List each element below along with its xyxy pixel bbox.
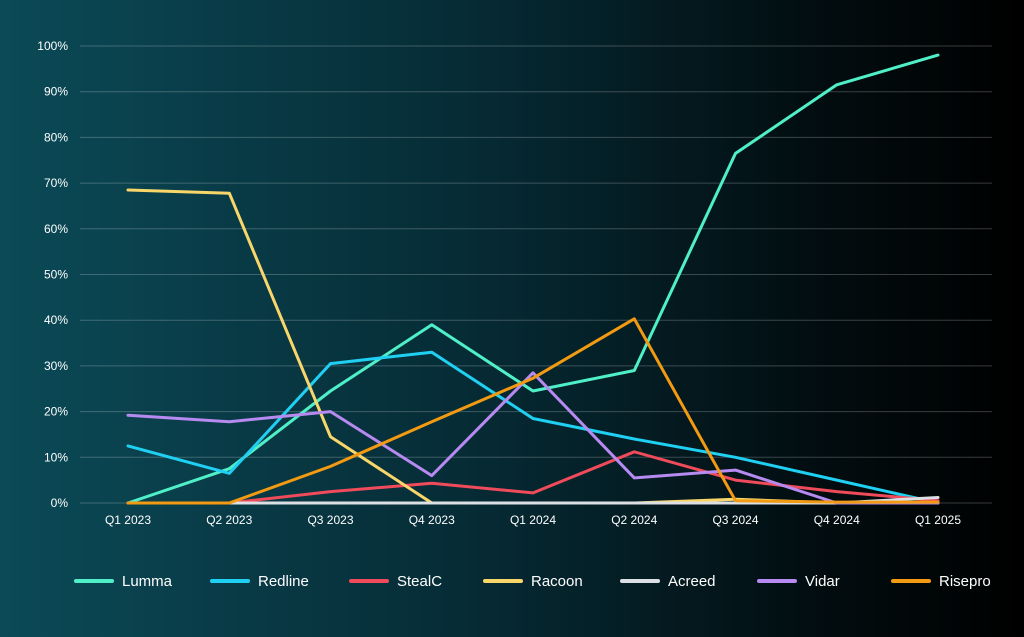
series-line-vidar [126, 371, 940, 505]
legend-label: Racoon [531, 573, 583, 590]
x-tick-label: Q2 2024 [611, 513, 657, 527]
series-line-risepro [126, 317, 940, 505]
y-tick-label: 50% [44, 268, 68, 282]
legend-label: StealC [397, 573, 442, 590]
series-line-stealc [126, 450, 940, 505]
y-tick-label: 30% [44, 359, 68, 373]
legend-item-vidar: Vidar [757, 573, 840, 590]
x-tick-label: Q1 2023 [105, 513, 151, 527]
x-axis-ticks: Q1 2023 Q2 2023 Q3 2023 Q4 2023 Q1 2024 Q2 20… [105, 513, 961, 527]
legend-item-acreed: Acreed [620, 573, 716, 590]
x-tick-label: Q3 2024 [712, 513, 758, 527]
y-axis-ticks: 0% 10% 20% 30% 40% 50% 60% 70% 80% 90% 100% [37, 39, 68, 510]
legend-label: Redline [258, 573, 309, 590]
series-line-redline [126, 350, 940, 505]
x-tick-label: Q3 2023 [307, 513, 353, 527]
legend-label: Vidar [805, 573, 840, 590]
series-lines [126, 53, 940, 505]
y-tick-label: 100% [37, 39, 68, 53]
legend-item-racoon: Racoon [483, 573, 583, 590]
legend-label: Risepro [939, 573, 991, 590]
x-tick-label: Q1 2024 [510, 513, 556, 527]
gridlines [80, 45, 992, 504]
y-tick-label: 40% [44, 313, 68, 327]
y-tick-label: 10% [44, 450, 68, 464]
y-tick-label: 80% [44, 130, 68, 144]
legend-item-risepro: Risepro [891, 573, 991, 590]
legend-item-lumma: Lumma [74, 573, 173, 590]
legend-label: Acreed [668, 573, 716, 590]
x-tick-label: Q4 2023 [409, 513, 455, 527]
legend-item-stealc: StealC [349, 573, 442, 590]
y-tick-label: 60% [44, 222, 68, 236]
y-tick-label: 20% [44, 405, 68, 419]
y-tick-label: 70% [44, 176, 68, 190]
x-tick-label: Q2 2023 [206, 513, 252, 527]
legend: Lumma Redline StealC Racoon Acreed Vidar Risep… [74, 573, 991, 590]
y-tick-label: 90% [44, 85, 68, 99]
series-line-racoon [126, 188, 940, 505]
legend-item-redline: Redline [210, 573, 309, 590]
y-tick-label: 0% [51, 496, 69, 510]
series-line-lumma [126, 53, 940, 505]
x-tick-label: Q1 2025 [915, 513, 961, 527]
x-tick-label: Q4 2024 [814, 513, 860, 527]
legend-label: Lumma [122, 573, 173, 590]
